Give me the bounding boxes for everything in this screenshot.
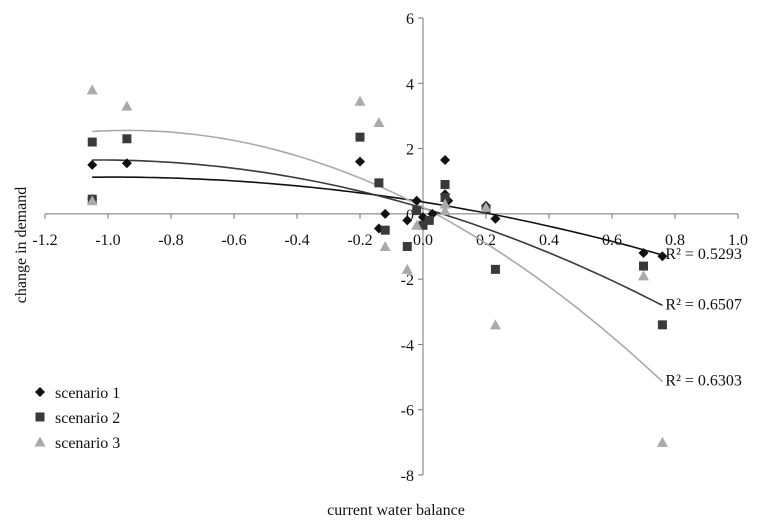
r-squared-labels: R² = 0.5293 R² = 0.6507 R² = 0.6303	[665, 246, 742, 390]
data-point	[373, 116, 385, 127]
data-point	[380, 208, 391, 219]
y-tick-label: -4	[401, 337, 414, 354]
legend-marker	[35, 412, 45, 422]
x-tick-label: -0.2	[347, 232, 372, 249]
x-tick-label: 1.0	[728, 232, 748, 249]
legend-label: scenario 1	[55, 385, 120, 402]
data-point	[355, 132, 365, 142]
data-point	[411, 219, 423, 230]
x-tick-label: -0.8	[158, 232, 183, 249]
y-axis-title: change in demand	[13, 187, 30, 303]
data-point	[412, 206, 422, 216]
data-point	[411, 195, 422, 206]
r-squared-label: R² = 0.5293	[665, 246, 742, 263]
y-tick-label: 4	[406, 76, 414, 93]
data-point	[87, 137, 97, 147]
x-tick-label: 0.4	[539, 232, 559, 249]
data-point	[439, 198, 451, 209]
x-tick-label: 0.6	[602, 232, 622, 249]
data-point	[656, 436, 668, 447]
y-tick-label: 6	[406, 11, 414, 28]
data-point	[490, 213, 501, 224]
legend-label: scenario 2	[55, 410, 120, 427]
x-tick-label: 0.0	[413, 232, 433, 249]
y-tick-label: 0	[406, 207, 414, 224]
axes: -1.2 -1.0 -0.8 -0.6 -0.4 -0.2 0.0 0.2 0.4 0.6 0.8 1…	[32, 11, 748, 485]
legend: scenario 1 scenario 2 scenario 3	[34, 385, 120, 452]
data-point	[374, 178, 384, 188]
x-tick-label: -0.6	[221, 232, 246, 249]
data-point	[440, 179, 450, 189]
data-point	[121, 158, 132, 169]
data-point	[86, 84, 98, 95]
data-point	[657, 251, 668, 262]
trendlines	[92, 129, 663, 383]
x-tick-label: 0.8	[665, 232, 685, 249]
data-point	[379, 241, 391, 251]
data-point	[489, 319, 501, 330]
legend-label: scenario 3	[55, 435, 120, 452]
data-point	[402, 215, 413, 226]
data-point	[657, 320, 667, 330]
data-point	[480, 201, 492, 212]
y-tick-label: -8	[401, 468, 414, 485]
data-point	[87, 159, 98, 170]
data-point	[354, 95, 366, 106]
y-tick-label: 2	[406, 142, 414, 159]
data-point	[122, 134, 132, 144]
data-point	[86, 195, 98, 206]
trendline	[92, 129, 663, 383]
x-axis-title: current water balance	[327, 502, 465, 519]
x-tick-label: -1.2	[32, 232, 57, 249]
x-tick-label: 0.2	[476, 232, 496, 249]
legend-marker	[35, 387, 45, 397]
r-squared-label: R² = 0.6507	[665, 296, 742, 313]
data-point	[418, 220, 428, 230]
data-point	[440, 193, 450, 203]
data-point	[424, 215, 434, 225]
data-point	[638, 248, 649, 259]
legend-marker	[34, 436, 46, 447]
data-point	[638, 270, 649, 281]
data-point	[490, 264, 500, 274]
data-point	[639, 261, 648, 271]
data-point	[380, 225, 390, 235]
y-tick-label: -2	[401, 272, 414, 289]
data-point	[439, 205, 451, 216]
y-tick-label: -6	[401, 403, 414, 420]
trendline	[92, 159, 663, 307]
data-point	[402, 242, 412, 251]
data-point	[440, 154, 451, 165]
data-points	[86, 84, 668, 447]
data-point	[121, 100, 133, 111]
x-tick-label: -0.4	[284, 232, 309, 249]
data-point	[401, 263, 413, 274]
x-tick-label: -1.0	[95, 232, 120, 249]
r-squared-label: R² = 0.6303	[665, 373, 742, 390]
data-point	[355, 156, 365, 167]
